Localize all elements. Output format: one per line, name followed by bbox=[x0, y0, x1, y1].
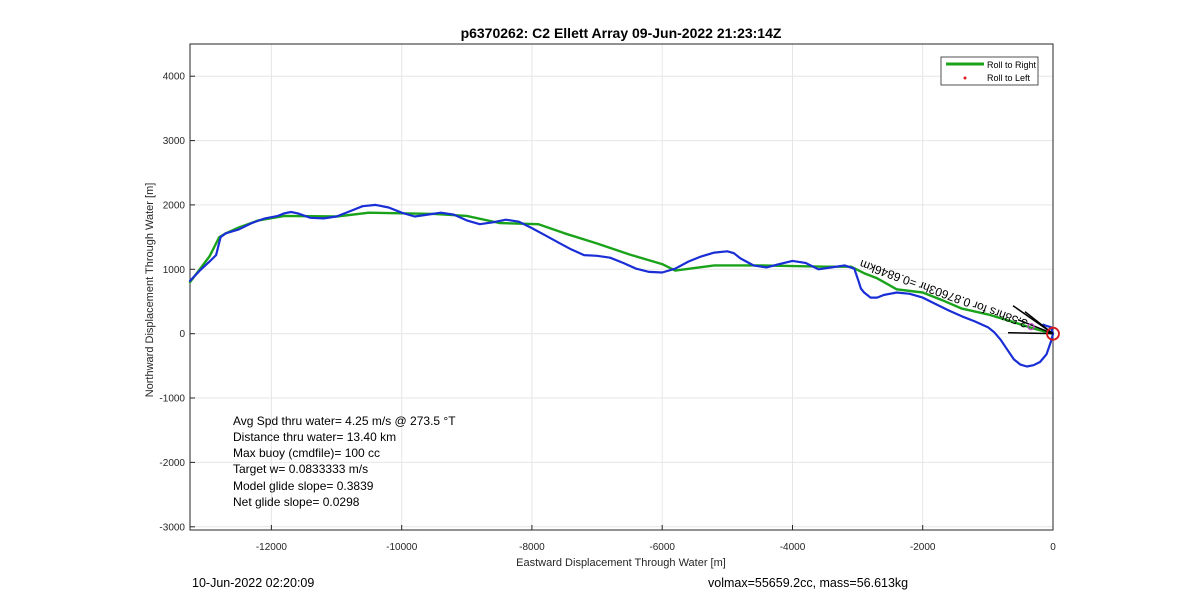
x-tick-label: -8000 bbox=[519, 542, 545, 553]
footer-timestamp: 10-Jun-2022 02:20:09 bbox=[192, 576, 315, 590]
end-marker-group bbox=[1007, 305, 1060, 341]
x-tick-label: -4000 bbox=[780, 542, 806, 553]
annotation-block: Avg Spd thru water= 4.25 m/s @ 273.5 °T … bbox=[233, 414, 456, 509]
annotation-max-buoy: Max buoy (cmdfile)= 100 cc bbox=[233, 446, 380, 460]
x-tick-label: 0 bbox=[1050, 542, 1056, 553]
plot-area-border bbox=[189, 43, 1054, 531]
legend-label-roll-right: Roll to Right bbox=[987, 60, 1037, 70]
y-tick-label: 4000 bbox=[163, 72, 186, 83]
y-tick-label: -2000 bbox=[159, 458, 185, 469]
annotation-avg-speed: Avg Spd thru water= 4.25 m/s @ 273.5 °T bbox=[233, 414, 456, 428]
y-tick-label: -1000 bbox=[159, 394, 185, 405]
y-tick-label: 1000 bbox=[163, 265, 186, 276]
annotation-model-glide: Model glide slope= 0.3839 bbox=[233, 479, 374, 493]
legend-swatch-roll-left bbox=[963, 76, 967, 80]
axis-ticks: -12000 -10000 -8000 -6000 -4000 -2000 0-3000-2… bbox=[159, 72, 1056, 553]
waypoint-marker bbox=[1027, 323, 1035, 331]
x-tick-label: -2000 bbox=[910, 542, 936, 553]
legend-label-roll-left: Roll to Left bbox=[987, 73, 1031, 83]
series-line-track bbox=[188, 203, 1055, 368]
annotation-net-glide: Net glide slope= 0.0298 bbox=[233, 495, 360, 509]
y-tick-label: 0 bbox=[179, 329, 185, 340]
footer-vol-mass: volmax=55659.2cc, mass=56.613kg bbox=[708, 576, 909, 590]
chart-title: p6370262: C2 Ellett Array 09-Jun-2022 21… bbox=[461, 25, 782, 41]
y-tick-label: 3000 bbox=[163, 136, 186, 147]
y-axis-label: Northward Displacement Through Water [m] bbox=[144, 183, 156, 398]
end-position-marker bbox=[1046, 326, 1060, 341]
heading-vector bbox=[1007, 331, 1054, 335]
legend: Roll to Right Roll to Left bbox=[940, 56, 1039, 86]
series-group bbox=[188, 203, 1055, 368]
x-axis-label: Eastward Displacement Through Water [m] bbox=[516, 557, 726, 569]
y-tick-label: -3000 bbox=[159, 522, 185, 533]
x-tick-label: -12000 bbox=[256, 542, 288, 553]
y-tick-label: 2000 bbox=[163, 200, 186, 211]
legend-box bbox=[940, 56, 1039, 86]
annotation-target-w: Target w= 0.0833333 m/s bbox=[233, 462, 368, 476]
x-tick-label: -10000 bbox=[386, 542, 418, 553]
annotation-distance: Distance thru water= 13.40 km bbox=[233, 430, 396, 444]
grid bbox=[190, 44, 1054, 530]
x-tick-label: -6000 bbox=[649, 542, 675, 553]
